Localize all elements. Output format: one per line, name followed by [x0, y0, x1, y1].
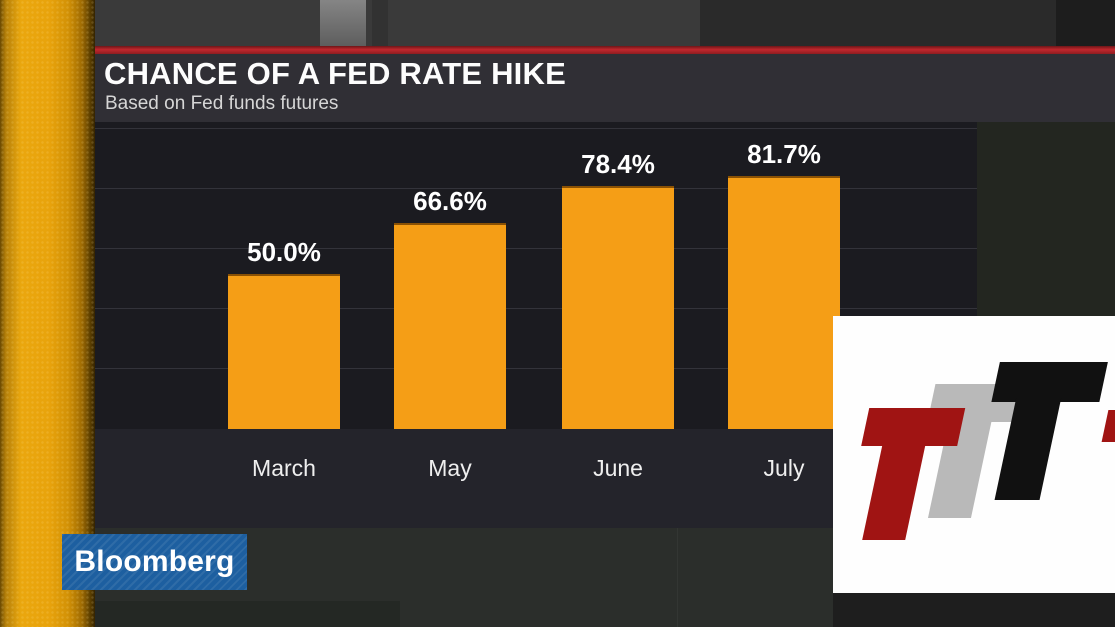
axis-label-may: May: [428, 455, 472, 481]
bar-june: [562, 186, 674, 429]
bar-may: [394, 223, 506, 429]
bloomberg-logo-text: Bloomberg: [74, 545, 235, 578]
red-divider-line: [95, 46, 1115, 54]
axis-label-june: June: [593, 455, 643, 481]
watermark-box: [833, 316, 1115, 593]
gridline: [95, 308, 977, 309]
bottom-dark-strip: [95, 601, 400, 627]
top-light-band: [320, 0, 366, 46]
category-axis: March May June July: [95, 429, 977, 528]
t-letter-black-icon: [970, 362, 1115, 502]
top-background-seam: [372, 0, 388, 46]
bottom-background-seam: [677, 528, 678, 627]
left-accent-strip: [0, 0, 95, 627]
title-band: [95, 54, 1115, 122]
t-letter-red-icon: [841, 408, 989, 542]
chart-title: CHANCE OF A FED RATE HIKE: [104, 56, 566, 91]
gridline: [95, 128, 977, 129]
axis-label-march: March: [252, 455, 316, 481]
gridline: [95, 368, 977, 369]
axis-label-july: July: [763, 455, 805, 481]
bloomberg-logo: Bloomberg: [62, 534, 247, 590]
bar-value-label: 50.0%: [247, 237, 321, 267]
bar-july: [728, 176, 840, 429]
gridline: [95, 248, 977, 249]
bar-march: [228, 274, 340, 429]
top-background-right: [700, 0, 1115, 46]
gridline: [95, 188, 977, 189]
bottom-right-background: [833, 593, 1115, 627]
plot-area: 50.0% 66.6% 78.4% 81.7%: [95, 122, 977, 429]
bar-value-label: 78.4%: [581, 149, 655, 179]
bar-value-label: 66.6%: [413, 186, 487, 216]
top-background-corner: [1056, 0, 1115, 46]
bar-value-label: 81.7%: [747, 139, 821, 169]
chart-subtitle: Based on Fed funds futures: [105, 93, 339, 114]
